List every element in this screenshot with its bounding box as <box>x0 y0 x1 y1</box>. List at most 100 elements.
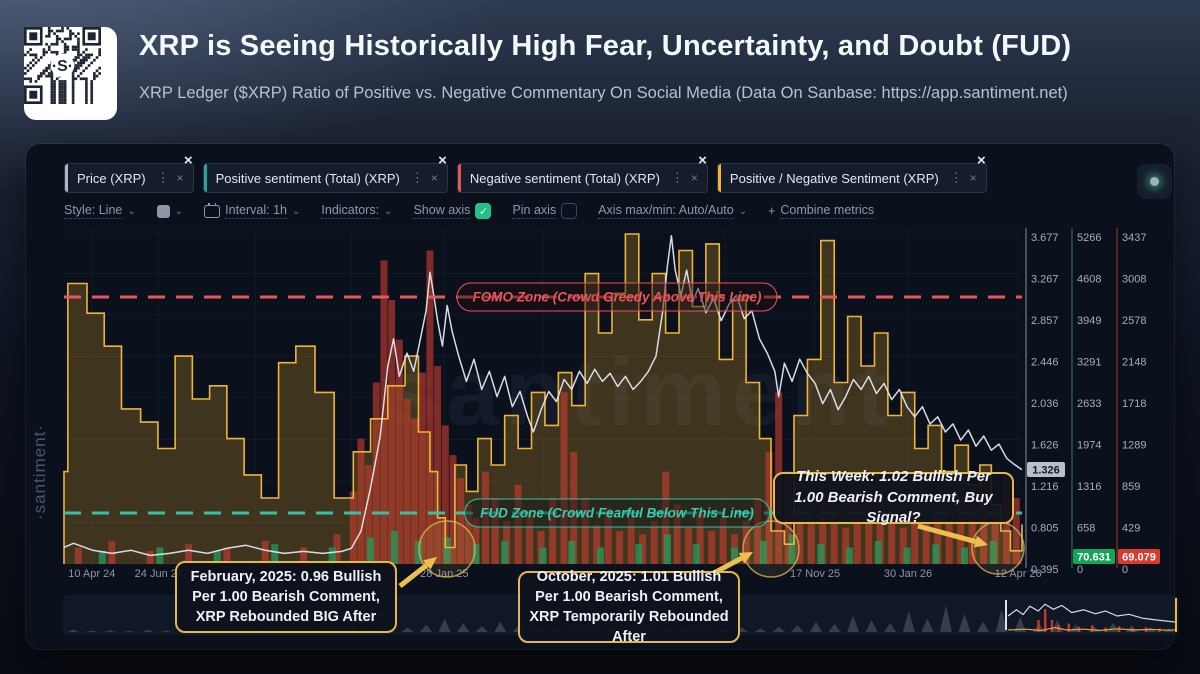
x-axis-tick: 30 Jan 26 <box>884 568 932 580</box>
page-subtitle: XRP Ledger ($XRP) Ratio of Positive vs. … <box>139 84 1068 102</box>
minimap-negative-spike <box>1091 625 1094 632</box>
positive-sentiment-bar <box>472 544 480 564</box>
pin-axis-toggle[interactable]: Pin axis <box>512 203 578 219</box>
negative_sentiment-axis-tick: 2148 <box>1122 357 1146 369</box>
close-icon[interactable]: × <box>690 171 698 185</box>
fud-zone-label: FUD Zone (Crowd Fearful Below This Line) <box>464 498 770 528</box>
green-status-dot-icon <box>1150 177 1159 186</box>
negative-sentiment-bar <box>593 524 601 564</box>
show-axis-toggle[interactable]: Show axis ✓ <box>413 203 492 219</box>
annotation-arrow-oct <box>712 555 743 576</box>
remove-metric-close-icon[interactable]: × <box>183 152 193 169</box>
color-swatch-dropdown[interactable]: ⌄ <box>156 204 183 218</box>
santiment-center-watermark: santiment <box>386 339 893 446</box>
positive-sentiment-bar <box>731 547 739 564</box>
chart-toolbar: Style: Line ⌄ ⌄ Interval: 1h ⌄ Indicator… <box>64 202 888 219</box>
kebab-menu-icon[interactable]: ⋮ <box>949 170 963 185</box>
metric-tab-0[interactable]: Price (XRP) ⋮ × × <box>64 152 194 193</box>
close-icon[interactable]: × <box>176 171 184 185</box>
positive-sentiment-bar <box>961 547 969 564</box>
combine-metrics-label: Combine metrics <box>780 203 875 219</box>
negative-sentiment-bar <box>365 465 373 564</box>
remove-metric-close-icon[interactable]: × <box>698 152 707 169</box>
positive_sentiment-axis-tick: 5266 <box>1077 232 1101 244</box>
positive-sentiment-bar <box>692 544 700 564</box>
indicators-dropdown[interactable]: Indicators: ⌄ <box>321 203 392 219</box>
remove-metric-close-icon[interactable]: × <box>976 152 986 169</box>
negative-sentiment-bar <box>441 425 449 564</box>
positive-sentiment-bar <box>989 540 997 564</box>
negative_sentiment-axis-tick: 859 <box>1122 481 1140 493</box>
kebab-menu-icon[interactable]: ⋮ <box>410 170 424 185</box>
annotation-callout-oct: October, 2025: 1.01 Bullish Per 1.00 Bea… <box>518 569 740 645</box>
negative-sentiment-bar <box>876 491 884 564</box>
negative-sentiment-bar <box>549 498 557 564</box>
ratio-area-fill <box>64 234 1022 564</box>
price-axis-tick: 1.626 <box>1031 440 1059 452</box>
positive_sentiment-axis-tick: 1974 <box>1077 440 1101 452</box>
minimap-price-line <box>1007 603 1177 623</box>
combine-metrics-button[interactable]: + Combine metrics <box>768 203 875 219</box>
interval-dropdown[interactable]: Interval: 1h ⌄ <box>204 202 300 219</box>
negative-sentiment-bar <box>333 534 341 564</box>
negative-sentiment-bar <box>991 507 999 564</box>
metric-tab-2[interactable]: Negative sentiment (Total) (XRP) ⋮ × × <box>456 152 708 193</box>
axis-minmax-dropdown[interactable]: Axis max/min: Auto/Auto ⌄ <box>598 203 747 219</box>
color-swatch-icon <box>156 204 170 218</box>
negative-sentiment-bar <box>395 339 403 564</box>
positive_sentiment-axis-tick: 3291 <box>1077 357 1101 369</box>
positive-sentiment-bar <box>328 547 336 564</box>
positive-sentiment-bar <box>98 550 106 564</box>
annotation-target-circle-oct <box>742 520 800 578</box>
style-dropdown[interactable]: Style: Line ⌄ <box>64 203 136 219</box>
negative-sentiment-bar <box>74 547 82 564</box>
fomo-zone-label: FOMO Zone (Crowd Greedy Above This Line) <box>456 282 778 312</box>
metric-tab-3[interactable]: Positive / Negative Sentiment (XRP) ⋮ × × <box>716 152 987 193</box>
plus-icon: + <box>768 204 776 218</box>
negative-sentiment-bar <box>865 521 873 564</box>
price-axis-tick: 0.805 <box>1031 523 1059 535</box>
negative-sentiment-bar <box>807 521 815 564</box>
metric-color-stripe <box>65 164 68 192</box>
kebab-menu-icon[interactable]: ⋮ <box>670 170 684 185</box>
negative-sentiment-bar <box>685 527 693 564</box>
negative_sentiment-axis-tick: 0 <box>1122 564 1128 576</box>
interval-calendar-icon <box>204 202 221 218</box>
positive-sentiment-bar <box>539 547 547 564</box>
negative-sentiment-bar <box>604 507 612 564</box>
kebab-menu-icon[interactable]: ⋮ <box>156 170 170 185</box>
annotation-target-circle-week <box>971 521 1025 575</box>
checkbox-unchecked-icon[interactable] <box>561 203 578 219</box>
close-icon[interactable]: × <box>430 171 438 185</box>
positive-sentiment-bar <box>903 547 911 564</box>
checkbox-checked-icon[interactable]: ✓ <box>475 203 492 219</box>
positive-sentiment-bar <box>759 540 767 564</box>
annotation-target-circle-feb <box>418 520 476 578</box>
pin-axis-label: Pin axis <box>512 203 557 219</box>
metric-tab-label: Price (XRP) <box>77 170 146 186</box>
annotation-callout-feb: February, 2025: 0.96 Bullish Per 1.00 Be… <box>175 561 397 633</box>
positive-sentiment-bar <box>596 547 604 564</box>
interval-dropdown-label: Interval: 1h <box>225 203 287 219</box>
negative-sentiment-bar <box>742 521 750 564</box>
positive_sentiment-axis-tick: 1316 <box>1077 481 1101 493</box>
positive-sentiment-bar <box>156 547 164 564</box>
negative-sentiment-bar <box>754 498 762 564</box>
positive-sentiment-bar <box>391 531 399 564</box>
positive-sentiment-bar <box>846 547 854 564</box>
close-icon[interactable]: × <box>969 171 977 185</box>
negative-sentiment-bar <box>411 418 419 564</box>
positive-sentiment-bar <box>635 544 643 564</box>
status-dot-button[interactable] <box>1137 164 1172 199</box>
metric-tab-1[interactable]: Positive sentiment (Total) (XRP) ⋮ × × <box>202 152 448 193</box>
santiment-s-logo: ·S· <box>52 58 73 75</box>
positive-current-badge-value: 70.631 <box>1077 552 1111 564</box>
negative-sentiment-bar <box>108 540 116 564</box>
negative-sentiment-bar <box>372 382 380 564</box>
negative-sentiment-bar <box>491 498 499 564</box>
style-dropdown-label: Style: Line <box>64 203 123 219</box>
positive-sentiment-bar <box>271 544 279 564</box>
negative-sentiment-bar <box>650 521 658 564</box>
remove-metric-close-icon[interactable]: × <box>438 152 447 169</box>
